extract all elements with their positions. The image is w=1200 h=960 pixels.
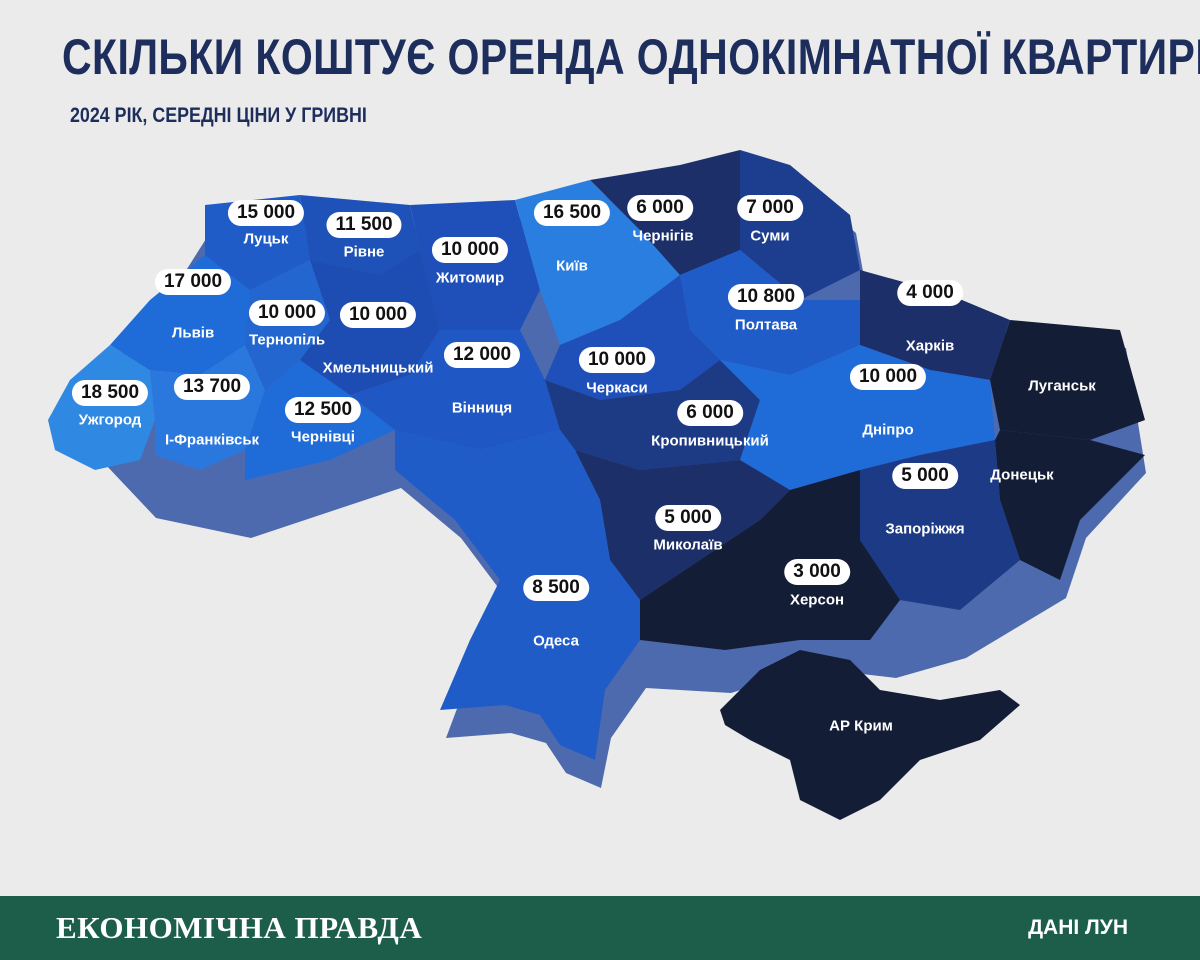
- price-badge-mykolaiv: 5 000: [655, 505, 721, 531]
- city-label-kropyvnytskyi: Кропивницький: [651, 432, 769, 450]
- price-badge-rivne: 11 500: [326, 212, 402, 238]
- city-label-crimea: АР Крим: [829, 717, 893, 735]
- price-badge-kherson: 3 000: [784, 559, 850, 585]
- price-badge-ivano-frankivsk: 13 700: [173, 374, 251, 400]
- city-label-chernihiv: Чернігів: [632, 227, 694, 245]
- page-subtitle: 2024 РІК, СЕРЕДНІ ЦІНИ У ГРИВНІ: [70, 104, 367, 127]
- city-label-kherson: Херсон: [789, 591, 845, 609]
- city-label-uzhhorod: Ужгород: [78, 411, 142, 429]
- city-label-zhytomyr: Житомир: [435, 269, 505, 287]
- region-zhytomyr: [410, 200, 540, 330]
- region-kherson: [640, 470, 900, 650]
- price-badge-kropyvnytskyi: 6 000: [677, 400, 743, 426]
- city-label-mykolaiv: Миколаїв: [653, 536, 723, 554]
- city-label-vinnytsia: Вінниця: [451, 399, 513, 417]
- price-badge-kharkiv: 4 000: [897, 280, 963, 306]
- price-badge-lviv: 17 000: [154, 269, 232, 295]
- city-label-cherkasy: Черкаси: [586, 379, 648, 397]
- price-badge-zaporizhzhia: 5 000: [892, 463, 958, 489]
- map-labels: 15 000 Луцьк 11 500 Рівне 10 000 Житомир…: [71, 195, 1096, 735]
- city-label-lutsk: Луцьк: [243, 230, 289, 248]
- city-label-zaporizhzhia: Запоріжжя: [885, 520, 965, 538]
- city-label-chernivtsi: Чернівці: [291, 428, 355, 446]
- price-badge-ternopil: 10 000: [248, 300, 326, 326]
- city-label-ivano-frankivsk: І-Франківськ: [164, 431, 260, 449]
- city-label-odesa: Одеса: [533, 632, 579, 650]
- region-donetsk: [995, 430, 1145, 580]
- price-badge-odesa: 8 500: [523, 575, 589, 601]
- price-badge-kyiv: 16 500: [533, 200, 611, 226]
- region-luhansk: [990, 320, 1145, 440]
- price-badge-khmelnytskyi: 10 000: [339, 302, 417, 328]
- footer-bar: ЕКОНОМІЧНА ПРАВДА ДАНІ ЛУН: [0, 896, 1200, 960]
- city-label-ternopil: Тернопіль: [248, 331, 326, 349]
- region-kirovohrad: [545, 360, 760, 470]
- region-zakarpattia: [48, 345, 155, 470]
- region-odesa: [395, 430, 640, 760]
- price-badge-chernivtsi: 12 500: [284, 397, 362, 423]
- region-crimea: [720, 650, 1020, 820]
- city-label-khmelnytskyi: Хмельницький: [322, 359, 434, 377]
- brand-logo: ЕКОНОМІЧНА ПРАВДА: [56, 910, 423, 945]
- price-badge-uzhhorod: 18 500: [71, 380, 149, 406]
- city-label-sumy: Суми: [750, 227, 790, 245]
- data-source: ДАНІ ЛУН: [1028, 916, 1128, 939]
- price-badge-chernihiv: 6 000: [627, 195, 693, 221]
- city-label-donetsk: Донецьк: [990, 466, 1054, 484]
- price-badge-sumy: 7 000: [737, 195, 803, 221]
- city-label-luhansk: Луганськ: [1028, 377, 1096, 395]
- city-label-lviv: Львів: [171, 324, 215, 342]
- region-poltava: [680, 250, 860, 375]
- city-label-poltava: Полтава: [734, 316, 798, 334]
- price-badge-lutsk: 15 000: [227, 200, 305, 226]
- city-label-kyiv: Київ: [556, 257, 588, 275]
- region-sumy: [740, 150, 860, 300]
- city-label-kharkiv: Харків: [905, 337, 955, 355]
- city-label-rivne: Рівне: [343, 243, 385, 261]
- price-badge-dnipro: 10 000: [849, 364, 927, 390]
- price-badge-poltava: 10 800: [727, 284, 805, 310]
- price-badge-zhytomyr: 10 000: [431, 237, 509, 263]
- city-label-dnipro: Дніпро: [862, 421, 914, 439]
- price-badge-vinnytsia: 12 000: [443, 342, 521, 368]
- price-badge-cherkasy: 10 000: [578, 347, 656, 373]
